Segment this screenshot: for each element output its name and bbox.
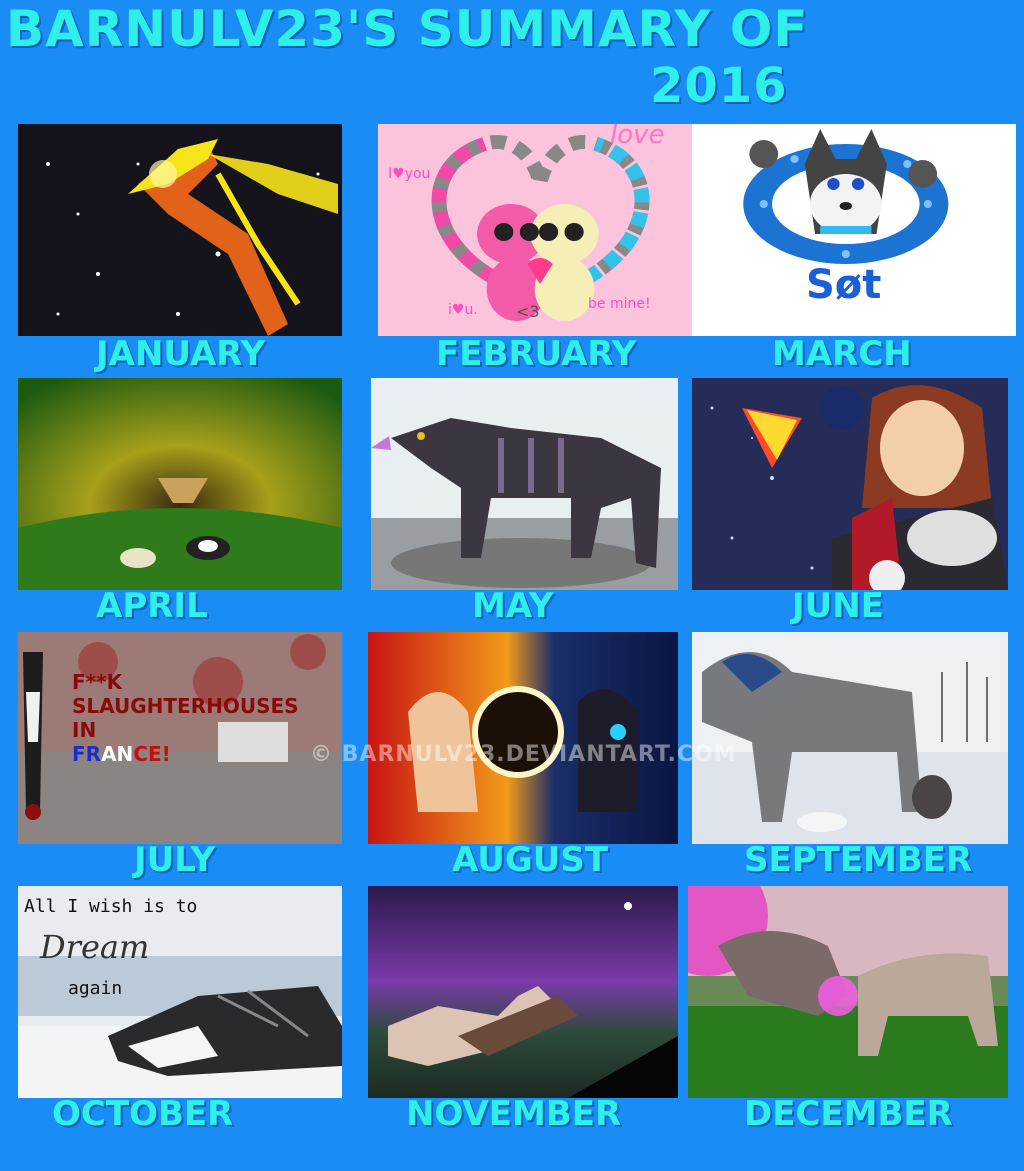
artwork-january[interactable] <box>18 124 342 336</box>
artwork-july[interactable]: F**K SLAUGHTERHOUSES IN FRANCE! <box>18 632 342 844</box>
artwork-august[interactable] <box>368 632 678 844</box>
artwork-february[interactable]: love I♥you i♥u. <3 be mine! <box>378 124 702 336</box>
artwork-october[interactable]: All I wish is to Dream again <box>18 886 342 1098</box>
watermark: © BARNULV23.DEVIANTART.COM <box>310 742 737 767</box>
month-label-may: MAY <box>472 586 554 626</box>
artwork-text: CE! <box>133 742 171 766</box>
month-label-april: APRIL <box>96 586 208 626</box>
artwork-april[interactable] <box>18 378 342 590</box>
artwork-may[interactable] <box>371 378 678 590</box>
artwork-text: love <box>610 124 665 150</box>
artwork-text: Dream <box>40 928 150 966</box>
month-label-march: MARCH <box>772 334 912 374</box>
artwork-december[interactable] <box>688 886 1008 1098</box>
artwork-november[interactable] <box>368 886 678 1098</box>
artwork-text: i♥u. <box>448 302 478 318</box>
artwork-text: Søt <box>806 262 882 308</box>
artwork-september[interactable] <box>692 632 1008 844</box>
page-title-year: 2016 <box>650 58 788 114</box>
month-label-november: NOVEMBER <box>406 1094 622 1134</box>
month-label-february: FEBRUARY <box>436 334 637 374</box>
artwork-text: <3 <box>516 302 540 321</box>
month-label-january: JANUARY <box>96 334 266 374</box>
month-label-july: JULY <box>134 840 216 880</box>
artwork-text: IN <box>72 718 97 742</box>
month-label-september: SEPTEMBER <box>744 840 973 880</box>
artwork-text: again <box>68 978 123 999</box>
artwork-text: FR <box>72 742 102 766</box>
artwork-text: I♥you <box>388 166 431 182</box>
month-label-october: OCTOBER <box>52 1094 234 1134</box>
artwork-text: AN <box>101 742 134 766</box>
month-label-december: DECEMBER <box>744 1094 953 1134</box>
artwork-text: All I wish is to <box>24 896 198 917</box>
month-label-june: JUNE <box>792 586 884 626</box>
artwork-june[interactable] <box>692 378 1008 590</box>
artwork-caption: F**K SLAUGHTERHOUSES IN FRANCE! <box>72 670 342 766</box>
artwork-march[interactable]: Søt <box>692 124 1016 336</box>
artwork-text: be mine! <box>588 296 651 312</box>
month-label-august: AUGUST <box>452 840 609 880</box>
artwork-text: F**K SLAUGHTERHOUSES <box>72 670 299 718</box>
page-title: BARNULV23'S SUMMARY OF <box>6 0 809 58</box>
